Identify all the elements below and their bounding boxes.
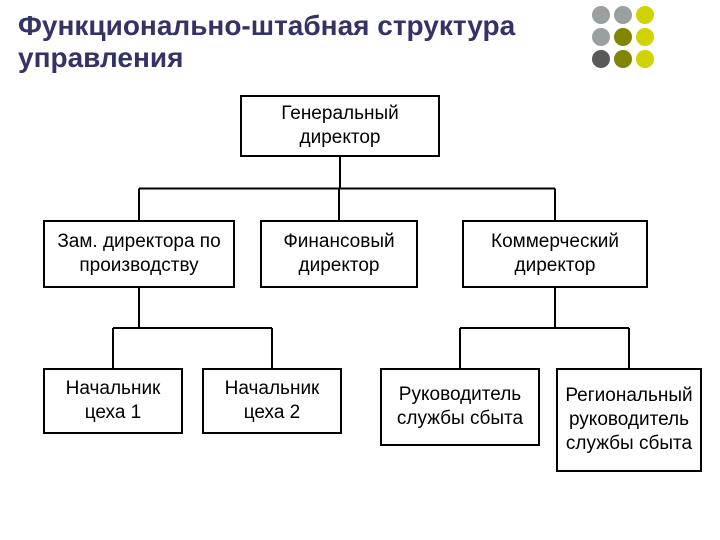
dot-icon [614,50,632,68]
dot-icon [636,50,654,68]
page-title: Функционально-штабная структура управлен… [18,10,578,74]
org-node-fin: Финансовый директор [260,220,418,288]
dot-icon [592,50,610,68]
org-node-shop1: Начальник цеха 1 [43,368,183,434]
dot-icon [614,28,632,46]
org-node-root: Генеральный директор [240,95,440,157]
org-node-shop2: Начальник цеха 2 [202,368,342,434]
dot-icon [636,28,654,46]
org-node-comm: Коммерческий директор [462,220,648,288]
dot-icon [592,6,610,24]
dot-icon [592,28,610,46]
dot-icon [636,6,654,24]
org-node-reg: Региональный руководитель службы сбыта [556,368,702,472]
dot-icon [614,6,632,24]
org-node-prod: Зам. директора по производству [43,220,235,288]
org-node-sales: Руководитель службы сбыта [380,368,540,446]
